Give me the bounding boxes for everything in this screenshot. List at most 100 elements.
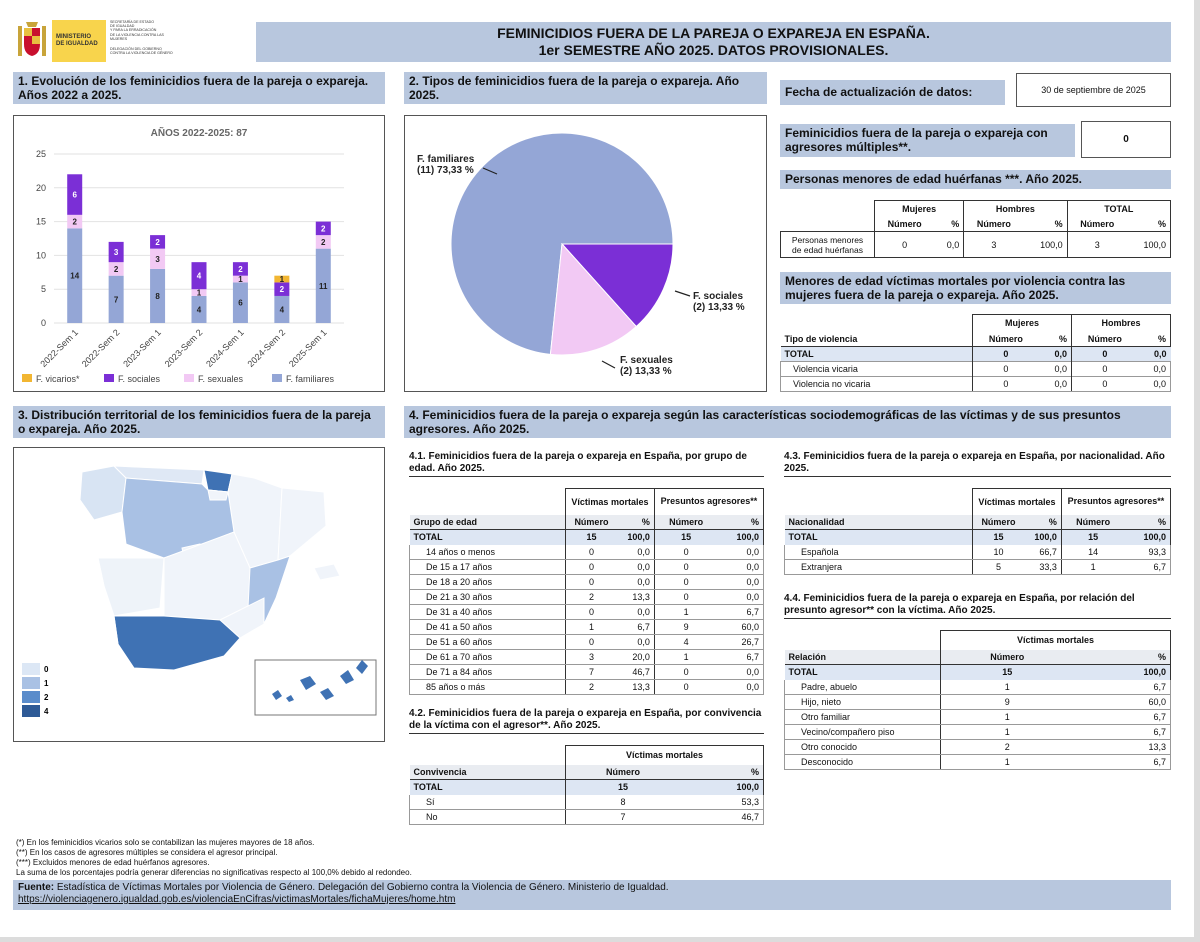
canary-island	[320, 688, 334, 700]
bar-segment	[150, 235, 166, 249]
t41-body: TOTAL 15 100,0 15 100,0 14 años o menos 0 0,0 0 0…	[409, 529, 765, 695]
cell: 33,3	[1023, 559, 1062, 575]
pie-chart-frame: F. familiares (11) 73,33 % F. sociales (2) …	[404, 115, 767, 392]
cell: 0,0	[1054, 349, 1067, 359]
row-label: 85 años o más	[409, 679, 566, 695]
h-agresores: Presuntos agresores**	[1060, 488, 1172, 515]
source-link[interactable]: https://violenciagenero.igualdad.gob.es/…	[18, 894, 456, 905]
y-tick-label: 15	[36, 217, 46, 227]
cell: 0	[971, 361, 1039, 377]
table-row: TOTAL 15 100,0	[784, 664, 1172, 680]
y-tick-label: 25	[36, 149, 46, 159]
logo-del1: DELEGACIÓN DEL GOBIERNO	[110, 47, 162, 52]
h-pct: %	[1073, 649, 1172, 665]
logo-sec4: DE LA VIOLENCIA CONTRA LAS MUJERES	[110, 32, 164, 41]
pie-label-name: F. sexuales	[620, 355, 673, 366]
row-label: Violencia vicaria	[780, 361, 973, 377]
cell: 1	[940, 709, 1074, 725]
row-label: Hijo, nieto	[784, 694, 941, 710]
legend-swatch	[22, 374, 32, 382]
cell: 100,0	[627, 532, 650, 543]
logo-line1: MINISTERIO	[56, 34, 92, 40]
row-label: Padre, abuelo	[784, 679, 941, 695]
t43-table: Víctimas mortales Presuntos agresores** …	[784, 488, 1172, 575]
table-row: De 31 a 40 años 0 0,0 1 6,7	[409, 604, 765, 620]
pie-slice	[549, 242, 637, 356]
cell: 0	[564, 559, 617, 575]
pie-chart: F. familiares(11) 73,33 %F. sociales(2) …	[417, 132, 745, 377]
table-row: TOTAL 15 100,0	[409, 779, 764, 795]
y-tick-label: 0	[41, 318, 46, 328]
t41-heading: 4.1. Feminicidios fuera de la pareja o e…	[409, 451, 764, 477]
cell: 0,0	[1153, 349, 1167, 359]
table-row: 14 años o menos 0 0,0 0 0,0	[409, 544, 765, 560]
canary-island	[300, 676, 316, 690]
row-label: 14 años o menos	[409, 544, 566, 560]
h-grupo: Grupo de edad	[409, 514, 566, 530]
row-label: Extranjera	[784, 559, 973, 575]
row-label: De 71 a 84 años	[409, 664, 566, 680]
cell: 0,0	[934, 231, 964, 258]
pie-slice	[560, 243, 674, 328]
menores-heading: Menores de edad víctimas mortales por vi…	[780, 272, 1171, 304]
bar-segment	[67, 214, 83, 229]
cell: 0	[1070, 361, 1138, 377]
source-label: Fuente:	[18, 882, 55, 893]
cell: 0	[1070, 346, 1138, 362]
table-row: De 18 a 20 años 0 0,0 0 0,0	[409, 574, 765, 590]
cell: 60,0	[717, 619, 765, 635]
title-line1: FEMINICIDIOS FUERA DE LA PAREJA O EXPARE…	[497, 25, 930, 41]
h-nac: Nacionalidad	[784, 514, 973, 530]
cell: 100,0	[717, 529, 765, 545]
cell: 13,3	[1073, 739, 1172, 755]
table-row: Otro conocido 2 13,3	[784, 739, 1172, 755]
cell: 6,7	[1073, 754, 1172, 770]
region-portugal-gap	[79, 498, 119, 645]
footnotes: (*) En los feminicidios vicarios solo se…	[16, 838, 716, 878]
data-label: 4	[197, 305, 202, 314]
cell: 26,7	[717, 634, 765, 650]
cell: 15	[940, 664, 1074, 680]
bar-segment	[232, 275, 248, 283]
pie-label-name: F. familiares	[417, 154, 475, 165]
h-total: TOTAL	[1066, 200, 1172, 217]
data-label: 1	[238, 275, 243, 284]
t44-heading: 4.4. Feminicidios fuera de la pareja o e…	[784, 593, 1171, 619]
legend-swatch-4	[22, 705, 40, 717]
cell: 46,7	[616, 664, 655, 680]
row-label: De 18 a 20 años	[409, 574, 566, 590]
cell: 0	[653, 544, 718, 560]
data-label: 3	[155, 255, 160, 264]
cell: 0	[653, 679, 718, 695]
cell: 0,0	[616, 559, 655, 575]
row-label-2: de edad huérfanas	[792, 244, 863, 255]
cell: 0,0	[616, 574, 655, 590]
cell: 6,7	[717, 649, 765, 665]
bar-segment	[274, 295, 290, 323]
row-label: TOTAL	[413, 532, 443, 543]
bar-segment	[232, 282, 248, 323]
row-label: De 21 a 30 años	[409, 589, 566, 605]
multiples-value: 0	[1081, 121, 1171, 158]
coat-of-arms-icon	[14, 20, 50, 62]
cell: 0	[653, 664, 718, 680]
cell: 14	[1060, 544, 1125, 560]
note: (*) En los feminicidios vicarios solo se…	[16, 838, 315, 847]
cell: 0,0	[717, 574, 765, 590]
cell: 0	[564, 544, 617, 560]
data-label: 4	[197, 272, 202, 281]
cell: 3	[564, 649, 617, 665]
row-label: De 15 a 17 años	[409, 559, 566, 575]
t41-table: Víctimas mortales Presuntos agresores** …	[409, 488, 765, 695]
h-victimas: Víctimas mortales	[565, 488, 655, 515]
table-row: Vecino/compañero piso 1 6,7	[784, 724, 1172, 740]
bar-segment	[108, 241, 124, 263]
cell: 1	[940, 724, 1074, 740]
y-tick-label: 20	[36, 183, 46, 193]
data-label: 2	[114, 265, 119, 274]
data-label: 2	[280, 285, 285, 294]
cell: 0,0	[1137, 376, 1171, 392]
h-num: Número	[564, 514, 617, 530]
y-tick-label: 5	[41, 284, 46, 294]
x-tick-label: 2022-Sem 2	[80, 327, 122, 369]
